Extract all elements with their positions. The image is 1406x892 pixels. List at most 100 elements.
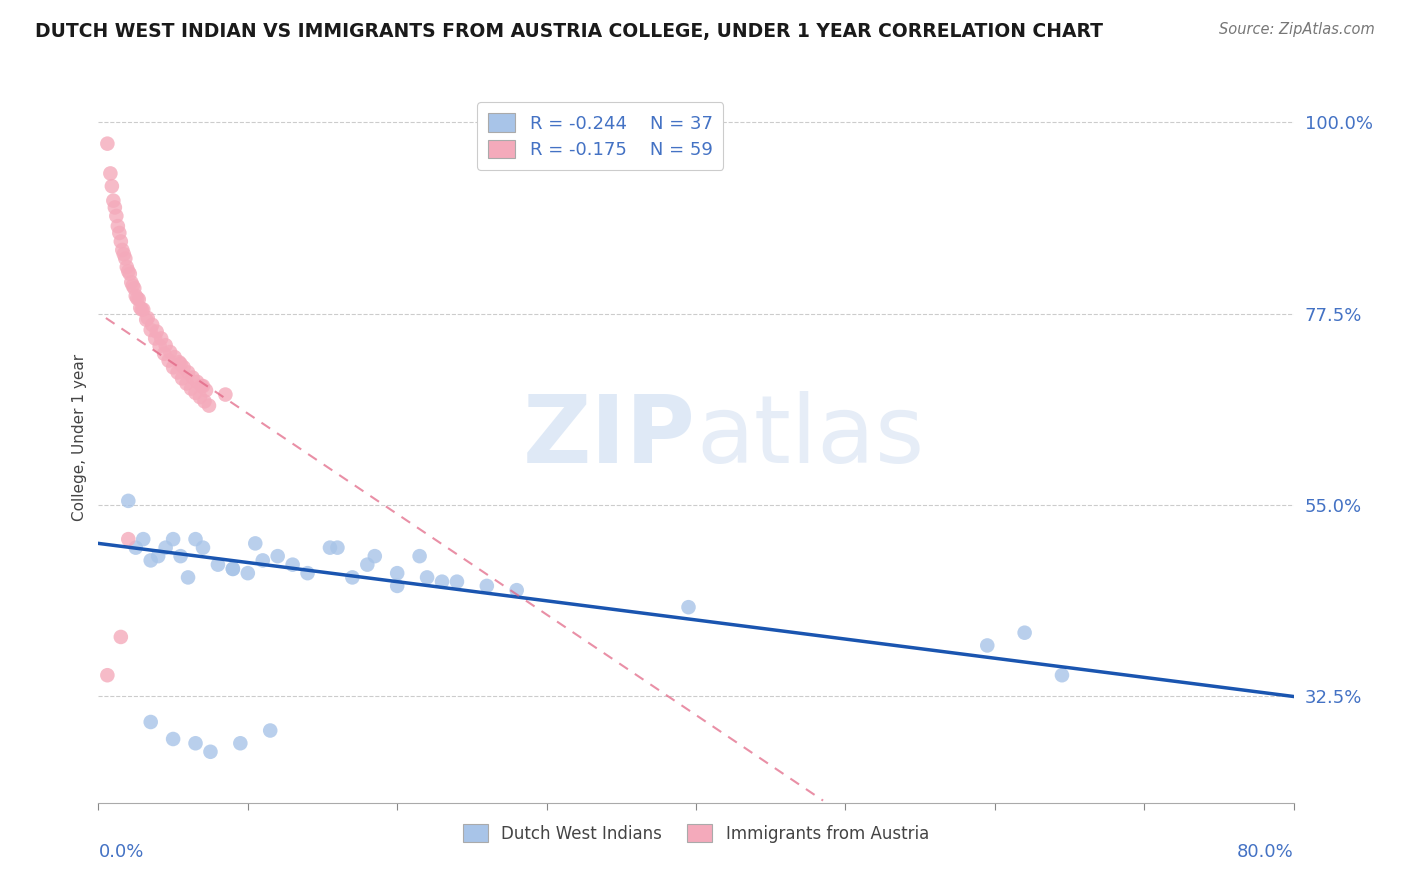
Point bbox=[132, 532, 155, 546]
Text: 0.0%: 0.0% bbox=[98, 843, 143, 861]
Point bbox=[110, 235, 132, 249]
Legend: Dutch West Indians, Immigrants from Austria: Dutch West Indians, Immigrants from Aust… bbox=[457, 818, 935, 849]
Point bbox=[117, 494, 139, 508]
Point bbox=[139, 553, 162, 567]
Point bbox=[416, 570, 439, 584]
Point bbox=[150, 331, 173, 345]
Text: DUTCH WEST INDIAN VS IMMIGRANTS FROM AUSTRIA COLLEGE, UNDER 1 YEAR CORRELATION C: DUTCH WEST INDIAN VS IMMIGRANTS FROM AUS… bbox=[35, 22, 1104, 41]
Point bbox=[236, 566, 259, 581]
Point bbox=[342, 570, 364, 584]
Point bbox=[104, 201, 127, 215]
Point bbox=[118, 267, 141, 281]
Point bbox=[430, 574, 453, 589]
Point bbox=[139, 714, 162, 729]
Point bbox=[166, 366, 188, 380]
Point bbox=[207, 558, 229, 572]
Point bbox=[117, 264, 139, 278]
Point bbox=[326, 541, 349, 555]
Point bbox=[162, 731, 184, 746]
Point bbox=[162, 532, 184, 546]
Point bbox=[198, 399, 221, 413]
Point bbox=[96, 668, 118, 682]
Point bbox=[190, 379, 212, 393]
Text: atlas: atlas bbox=[696, 391, 924, 483]
Point bbox=[191, 379, 214, 393]
Point bbox=[96, 136, 118, 151]
Point bbox=[177, 366, 200, 380]
Point bbox=[111, 243, 134, 257]
Point bbox=[245, 536, 267, 550]
Point bbox=[141, 318, 163, 332]
Point bbox=[200, 745, 222, 759]
Point bbox=[222, 562, 245, 576]
Text: Source: ZipAtlas.com: Source: ZipAtlas.com bbox=[1219, 22, 1375, 37]
Point bbox=[115, 260, 138, 274]
Point bbox=[184, 385, 207, 400]
Point bbox=[408, 549, 430, 563]
Point bbox=[98, 166, 122, 180]
Point bbox=[127, 292, 149, 306]
Point bbox=[112, 247, 135, 261]
Point bbox=[148, 549, 170, 563]
Point bbox=[475, 579, 498, 593]
Point bbox=[281, 558, 304, 572]
Text: 80.0%: 80.0% bbox=[1237, 843, 1294, 861]
Point bbox=[117, 532, 139, 546]
Point bbox=[155, 338, 177, 352]
Point bbox=[188, 390, 211, 404]
Point bbox=[195, 384, 218, 398]
Point bbox=[259, 723, 281, 738]
Y-axis label: College, Under 1 year: College, Under 1 year bbox=[72, 353, 87, 521]
Point bbox=[229, 736, 252, 750]
Point bbox=[128, 293, 150, 307]
Point bbox=[131, 302, 153, 317]
Point bbox=[110, 630, 132, 644]
Point bbox=[252, 553, 274, 567]
Point bbox=[121, 278, 143, 293]
Point bbox=[157, 353, 180, 368]
Point bbox=[222, 562, 245, 576]
Point bbox=[124, 281, 146, 295]
Point bbox=[214, 387, 236, 401]
Point bbox=[125, 541, 148, 555]
Point bbox=[145, 325, 167, 339]
Point bbox=[172, 371, 194, 385]
Point bbox=[267, 549, 290, 563]
Point bbox=[186, 375, 208, 389]
Point bbox=[159, 345, 181, 359]
Point bbox=[385, 566, 409, 581]
Point bbox=[129, 301, 152, 315]
Point bbox=[105, 209, 128, 223]
Point bbox=[1050, 668, 1073, 682]
Point bbox=[180, 382, 202, 396]
Point bbox=[446, 574, 468, 589]
Point bbox=[101, 179, 124, 194]
Point bbox=[169, 357, 191, 371]
Point bbox=[162, 360, 184, 375]
Point bbox=[135, 312, 157, 326]
Point bbox=[149, 339, 172, 353]
Point bbox=[356, 558, 378, 572]
Point bbox=[385, 579, 409, 593]
Point bbox=[184, 736, 207, 750]
Point bbox=[177, 570, 200, 584]
Point bbox=[114, 252, 136, 266]
Point bbox=[297, 566, 319, 581]
Point bbox=[1014, 625, 1036, 640]
Point bbox=[678, 600, 700, 615]
Point bbox=[176, 376, 198, 391]
Point bbox=[173, 360, 195, 375]
Point bbox=[125, 289, 148, 303]
Point bbox=[167, 355, 190, 369]
Point bbox=[108, 226, 131, 240]
Point bbox=[364, 549, 387, 563]
Point bbox=[181, 370, 204, 384]
Point bbox=[169, 549, 191, 563]
Point bbox=[153, 347, 176, 361]
Point bbox=[319, 541, 342, 555]
Point bbox=[132, 302, 155, 317]
Point bbox=[191, 541, 214, 555]
Point bbox=[155, 541, 177, 555]
Point bbox=[976, 639, 998, 653]
Point bbox=[120, 275, 142, 289]
